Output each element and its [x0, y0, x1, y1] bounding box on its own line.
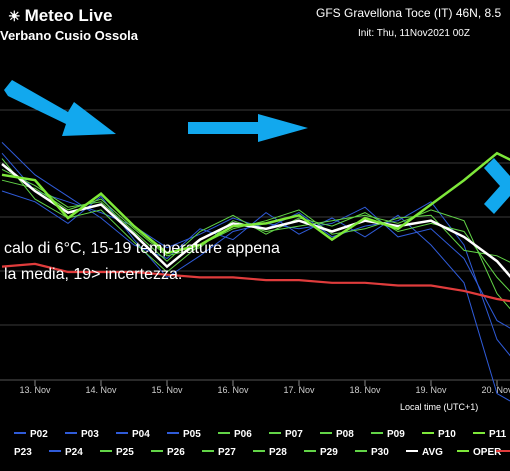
right-arrow — [188, 114, 308, 142]
legend-label-p24: P24 — [65, 447, 83, 458]
x-tick-label-6: 19. Nov — [415, 385, 447, 395]
legend-label-p26: P26 — [167, 447, 185, 458]
legend-label-p23: P23 — [14, 447, 32, 458]
legend-label-p05: P05 — [183, 429, 201, 440]
x-tick-label-4: 17. Nov — [283, 385, 315, 395]
legend-label-p25: P25 — [116, 447, 134, 458]
legend-label-p27: P27 — [218, 447, 236, 458]
legend-label-p10: P10 — [438, 429, 456, 440]
series-line-oper — [1, 151, 510, 255]
legend-label-p04: P04 — [132, 429, 150, 440]
legend-label-avg: AVG — [422, 447, 443, 458]
x-tick-label-5: 18. Nov — [349, 385, 381, 395]
diagonal-arrow — [4, 80, 116, 136]
legend-label-p08: P08 — [336, 429, 354, 440]
legend-label-p11: P11 — [489, 429, 507, 440]
sun-icon: ☀ — [8, 7, 21, 24]
member-line-blue-2 — [1, 142, 510, 402]
x-tick-label-3: 16. Nov — [217, 385, 249, 395]
logo-subtitle: Verbano Cusio Ossola — [0, 28, 138, 43]
legend-label-p28: P28 — [269, 447, 287, 458]
chart-title: GFS Gravellona Toce (IT) 46N, 8.5 — [316, 6, 502, 20]
legend-label-p07: P07 — [285, 429, 303, 440]
annotation-line-2: la media, 19> incertezza. — [4, 266, 183, 283]
legend-label-p03: P03 — [81, 429, 99, 440]
annotation-text: calo di 6°C, 15-19 temperature appena la… — [4, 236, 364, 288]
x-tick-label-0: 13. Nov — [19, 385, 51, 395]
legend-label-p02: P02 — [30, 429, 48, 440]
x-axis-label: Local time (UTC+1) — [400, 402, 479, 412]
init-time: Init: Thu, 11Nov2021 00Z — [358, 28, 470, 39]
x-tick-label-1: 14. Nov — [85, 385, 117, 395]
series-line-avg — [1, 163, 510, 278]
meteolive-logo: ☀ Meteo Live — [8, 6, 112, 26]
legend-label-p06: P06 — [234, 429, 252, 440]
annotation-line-1: calo di 6°C, 15-19 temperature appena — [4, 240, 280, 257]
legend-label-oper: OPER — [473, 447, 502, 458]
legend-label-p29: P29 — [320, 447, 338, 458]
logo-text: Meteo Live — [24, 6, 113, 25]
x-tick-label-2: 15. Nov — [151, 385, 183, 395]
series-line-p30 — [1, 262, 510, 303]
legend-label-p09: P09 — [387, 429, 405, 440]
chevron-arrow — [484, 158, 510, 214]
legend-label-p30: P30 — [371, 447, 389, 458]
